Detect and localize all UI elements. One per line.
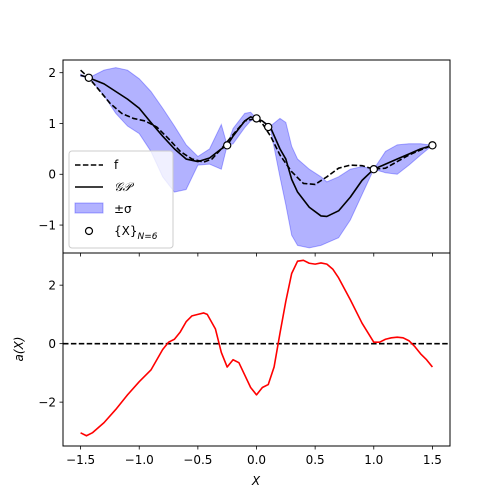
bottom-y-tick-label: −2 <box>38 395 56 409</box>
legend-points-label-main: {X} <box>114 224 138 238</box>
bottom-x-tick-label: −1.5 <box>66 453 95 467</box>
bottom-y-tick-label: 2 <box>48 278 56 292</box>
bottom-panel: −2 0 2 −1.5 −1.0 −0.5 0.0 0.5 1.0 1.5 X a(X) <box>12 252 451 488</box>
y-axis-label: a(X) <box>12 337 26 362</box>
training-points-layer <box>84 73 437 174</box>
bottom-y-tick-label: 0 <box>48 337 56 351</box>
bottom-x-tick-label: −1.0 <box>125 453 154 467</box>
bottom-x-tick-label: 1.5 <box>423 453 442 467</box>
acquisition-line-layer <box>80 259 434 437</box>
legend-points-label: {X}N=6 <box>114 224 158 242</box>
top-y-tick-label: 0 <box>48 168 56 182</box>
training-point <box>369 164 378 174</box>
training-point <box>264 122 273 132</box>
legend-points-swatch <box>84 226 94 236</box>
acquisition-line <box>80 259 434 437</box>
top-y-tick-label: 1 <box>48 117 56 131</box>
x-axis-label: X <box>251 474 261 488</box>
training-point <box>222 141 232 150</box>
top-y-ticks: −1 0 1 2 <box>38 66 433 257</box>
training-point <box>428 141 437 150</box>
legend-sigma-swatch <box>74 202 104 214</box>
bottom-y-ticks: −2 0 2 <box>38 278 63 409</box>
legend-gp-label: 𝒢𝒫 <box>114 180 135 194</box>
bottom-x-tick-label: 0.5 <box>306 453 325 467</box>
training-point <box>84 73 94 82</box>
bottom-axes-frame <box>62 252 451 447</box>
top-panel: −1 0 1 2 f 𝒢𝒫 ±σ {X}N=6 <box>38 59 451 257</box>
legend-points-label-sub: N=6 <box>138 232 158 242</box>
legend: f 𝒢𝒫 ±σ {X}N=6 <box>68 150 174 249</box>
training-point <box>252 114 261 123</box>
bottom-x-ticks: −1.5 −1.0 −0.5 0.0 0.5 1.0 1.5 <box>66 446 442 467</box>
top-y-tick-label: 2 <box>48 66 56 80</box>
legend-box <box>68 150 174 249</box>
bottom-x-tick-label: −0.5 <box>183 453 212 467</box>
top-y-tick-label: −1 <box>38 218 56 232</box>
bottom-x-tick-label: 0.0 <box>247 453 266 467</box>
legend-f-label: f <box>114 158 119 172</box>
bottom-x-tick-label: 1.0 <box>364 453 383 467</box>
legend-sigma-label: ±σ <box>114 202 132 216</box>
